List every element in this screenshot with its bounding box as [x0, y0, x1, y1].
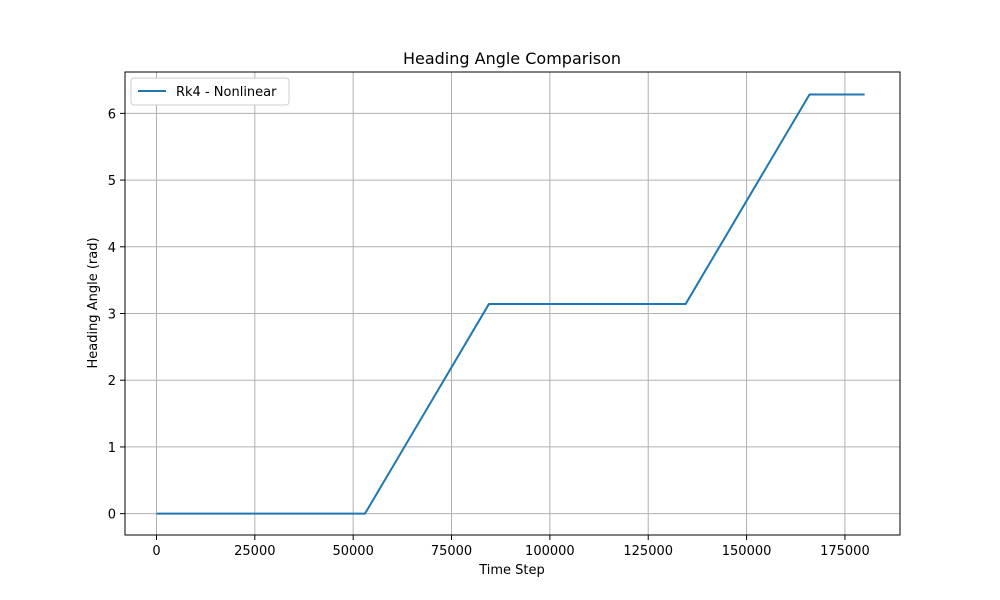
- y-tick-label: 6: [108, 107, 116, 122]
- y-axis-label: Heading Angle (rad): [86, 237, 101, 368]
- x-tick-label: 100000: [525, 544, 575, 559]
- y-tick-label: 0: [108, 508, 116, 523]
- y-tick-label: 4: [108, 241, 116, 256]
- y-tick-label: 3: [108, 308, 116, 323]
- x-axis-label: Time Step: [478, 563, 545, 578]
- x-tick-label: 175000: [820, 544, 870, 559]
- legend-label: Rk4 - Nonlinear: [176, 85, 277, 100]
- y-tick-label: 1: [108, 441, 116, 456]
- axis-ticks: 0 25000 50000 75000 100000 125000 150000 175000…: [108, 107, 870, 559]
- chart-title: Heading Angle Comparison: [403, 49, 621, 68]
- legend: Rk4 - Nonlinear: [130, 77, 290, 106]
- x-tick-label: 0: [152, 544, 160, 559]
- y-tick-label: 5: [108, 174, 116, 189]
- x-tick-label: 75000: [431, 544, 472, 559]
- plot-frame: [124, 71, 901, 536]
- series-layer: [156, 93, 865, 515]
- legend-box: [130, 77, 290, 106]
- x-tick-label: 125000: [623, 544, 673, 559]
- y-tick-label: 2: [108, 374, 116, 389]
- x-tick-label: 150000: [722, 544, 772, 559]
- x-tick-label: 25000: [234, 544, 275, 559]
- x-tick-label: 50000: [332, 544, 373, 559]
- series-line: [156, 93, 865, 515]
